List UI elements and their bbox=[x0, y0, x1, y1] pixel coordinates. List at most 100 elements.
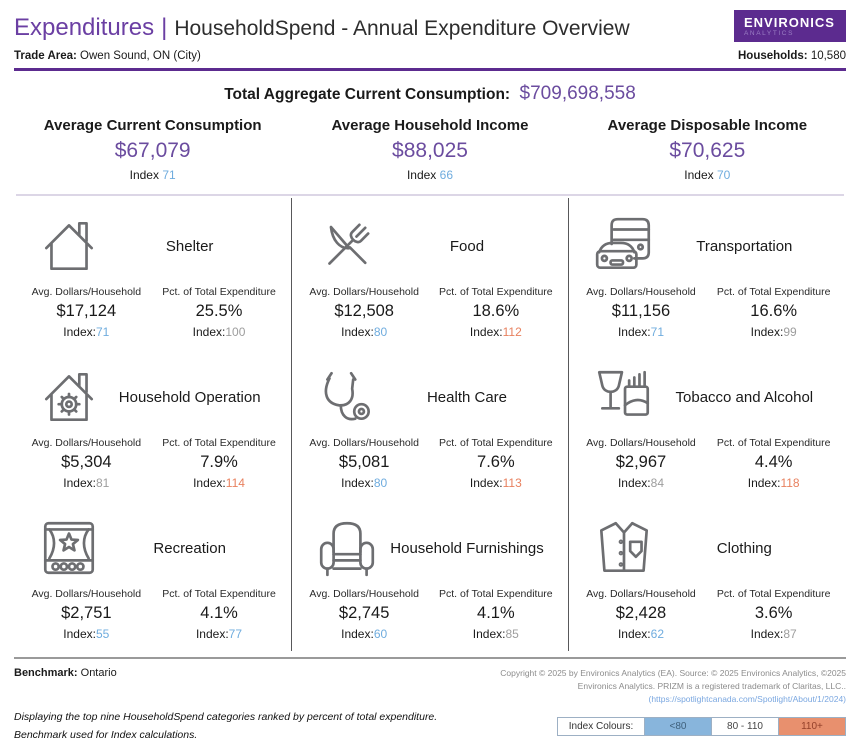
pct-total-stat: Pct. of Total Expenditure 18.6% Index:11… bbox=[430, 286, 562, 339]
footnote-line-2: Benchmark used for Index calculations. bbox=[14, 728, 198, 741]
stat-value: 4.4% bbox=[754, 453, 793, 472]
stat-index: Index:80 bbox=[298, 476, 430, 490]
category-grid: Shelter Avg. Dollars/Household $17,124 I… bbox=[14, 198, 846, 652]
stat-index: Index:71 bbox=[20, 325, 153, 339]
card-title: Recreation bbox=[153, 539, 226, 557]
card-title: Household Furnishings bbox=[390, 539, 544, 557]
households: Households: 10,580 bbox=[738, 50, 846, 62]
index-word: Index: bbox=[750, 325, 784, 340]
benchmark: Benchmark: Ontario bbox=[14, 667, 447, 679]
stat-index: Index:60 bbox=[298, 627, 430, 641]
stat-index: Index:99 bbox=[707, 325, 840, 339]
house-icon bbox=[36, 213, 102, 279]
bus-car-icon bbox=[591, 213, 657, 279]
fork-knife-icon bbox=[314, 213, 380, 279]
index-value: 71 bbox=[650, 325, 665, 340]
index-value: 66 bbox=[439, 168, 454, 183]
avg-dollars-stat: Avg. Dollars/Household $17,124 Index:71 bbox=[20, 286, 153, 339]
index-value: 71 bbox=[96, 325, 110, 340]
stat-label: Pct. of Total Expenditure bbox=[439, 588, 553, 601]
shirt-icon bbox=[591, 515, 657, 581]
stat-label: Avg. Dollars/Household bbox=[309, 437, 419, 450]
index-word: Index: bbox=[750, 627, 784, 642]
index-value: 85 bbox=[505, 627, 519, 642]
metric-index: Index 71 bbox=[14, 168, 291, 182]
card-title: Household Operation bbox=[118, 388, 261, 406]
logo-subtitle: ANALYTICS bbox=[744, 30, 795, 37]
metric-label: Average Current Consumption bbox=[43, 117, 262, 135]
index-value: 80 bbox=[373, 325, 388, 340]
stat-index: Index:77 bbox=[153, 627, 286, 641]
legend-cell-under-80: <80 bbox=[644, 717, 711, 735]
stat-value: $2,745 bbox=[338, 604, 390, 623]
pct-total-stat: Pct. of Total Expenditure 25.5% Index:10… bbox=[153, 286, 286, 339]
spotlight-link[interactable]: (https://spotlightcanada.com/Spotlight/A… bbox=[648, 694, 846, 705]
pct-total-stat: Pct. of Total Expenditure 4.1% Index:77 bbox=[153, 588, 286, 641]
benchmark-label: Benchmark: bbox=[14, 667, 78, 680]
stat-label: Avg. Dollars/Household bbox=[31, 286, 142, 299]
avg-dollars-stat: Avg. Dollars/Household $12,508 Index:80 bbox=[298, 286, 430, 339]
summary-divider bbox=[16, 194, 844, 197]
stat-index: Index:113 bbox=[430, 476, 562, 490]
stat-value: 18.6% bbox=[472, 302, 520, 321]
index-word: Index: bbox=[617, 627, 651, 642]
stat-value: 7.9% bbox=[200, 453, 238, 472]
stat-value: 16.6% bbox=[750, 302, 798, 321]
avg-dollars-stat: Avg. Dollars/Household $2,428 Index:62 bbox=[575, 588, 708, 641]
index-word: Index bbox=[684, 168, 714, 183]
trade-area-value: Owen Sound, ON (City) bbox=[76, 50, 201, 63]
stat-label: Pct. of Total Expenditure bbox=[716, 286, 831, 299]
index-value: 71 bbox=[162, 168, 176, 183]
stat-value: 3.6% bbox=[754, 604, 793, 623]
title-separator: | bbox=[161, 14, 168, 41]
avg-dollars-stat: Avg. Dollars/Household $5,304 Index:81 bbox=[20, 437, 153, 490]
households-value: 10,580 bbox=[807, 50, 846, 63]
pct-total-stat: Pct. of Total Expenditure 7.9% Index:114 bbox=[153, 437, 286, 490]
stat-label: Avg. Dollars/Household bbox=[309, 588, 419, 601]
armchair-icon bbox=[314, 515, 380, 581]
legend-cell-80-110: 80 - 110 bbox=[711, 717, 778, 735]
index-word: Index: bbox=[192, 325, 226, 340]
stat-index: Index:114 bbox=[153, 476, 286, 490]
summary-metrics: Average Current Consumption $67,079 Inde… bbox=[14, 117, 846, 182]
card-title: Tobacco and Alcohol bbox=[675, 388, 814, 406]
title-section-name: Expenditures bbox=[14, 14, 155, 41]
stat-value: $2,751 bbox=[61, 604, 112, 623]
header: Expenditures | HouseholdSpend - Annual E… bbox=[14, 10, 846, 43]
index-value: 112 bbox=[502, 325, 522, 340]
grid-row-3: Recreation Avg. Dollars/Household $2,751… bbox=[14, 500, 846, 652]
metric-avg-disposable-income: Average Disposable Income $70,625 Index … bbox=[569, 117, 846, 182]
legend-label: Index Colours: bbox=[558, 717, 644, 735]
index-word: Index: bbox=[63, 627, 96, 642]
avg-dollars-stat: Avg. Dollars/Household $2,967 Index:84 bbox=[575, 437, 708, 490]
stat-value: $17,124 bbox=[56, 302, 117, 321]
index-word: Index: bbox=[469, 325, 503, 340]
stat-label: Pct. of Total Expenditure bbox=[716, 437, 831, 450]
index-value: 118 bbox=[780, 476, 800, 491]
stat-index: Index:55 bbox=[20, 627, 153, 641]
index-word: Index: bbox=[341, 325, 374, 340]
benchmark-value: Ontario bbox=[77, 667, 117, 680]
copyright: Copyright © 2025 by Environics Analytics… bbox=[447, 667, 846, 707]
stage-star-icon bbox=[36, 515, 102, 581]
stat-value: 7.6% bbox=[477, 453, 515, 472]
total-aggregate: Total Aggregate Current Consumption: $70… bbox=[14, 83, 846, 105]
metric-value: $67,079 bbox=[114, 139, 191, 163]
card-shelter: Shelter Avg. Dollars/Household $17,124 I… bbox=[14, 198, 291, 349]
footnote-line-1: Displaying the top nine HouseholdSpend c… bbox=[14, 711, 438, 724]
stat-index: Index:62 bbox=[575, 627, 708, 641]
footer: Benchmark: Ontario Displaying the top ni… bbox=[14, 657, 846, 745]
stat-index: Index:71 bbox=[575, 325, 708, 339]
stat-index: Index:81 bbox=[20, 476, 153, 490]
index-value: 87 bbox=[783, 627, 797, 642]
stat-value: 25.5% bbox=[195, 302, 243, 321]
stat-index: Index:84 bbox=[575, 476, 708, 490]
logo-wordmark: ENVIRONICS bbox=[744, 15, 835, 30]
index-value: 77 bbox=[228, 627, 243, 642]
stat-label: Pct. of Total Expenditure bbox=[162, 286, 276, 299]
legend-cell-110-plus: 110+ bbox=[778, 717, 845, 735]
metric-value: $88,025 bbox=[392, 139, 468, 163]
total-aggregate-label: Total Aggregate Current Consumption: bbox=[224, 86, 511, 104]
card-household-furnishings: Household Furnishings Avg. Dollars/House… bbox=[291, 500, 569, 652]
card-recreation: Recreation Avg. Dollars/Household $2,751… bbox=[14, 500, 291, 651]
